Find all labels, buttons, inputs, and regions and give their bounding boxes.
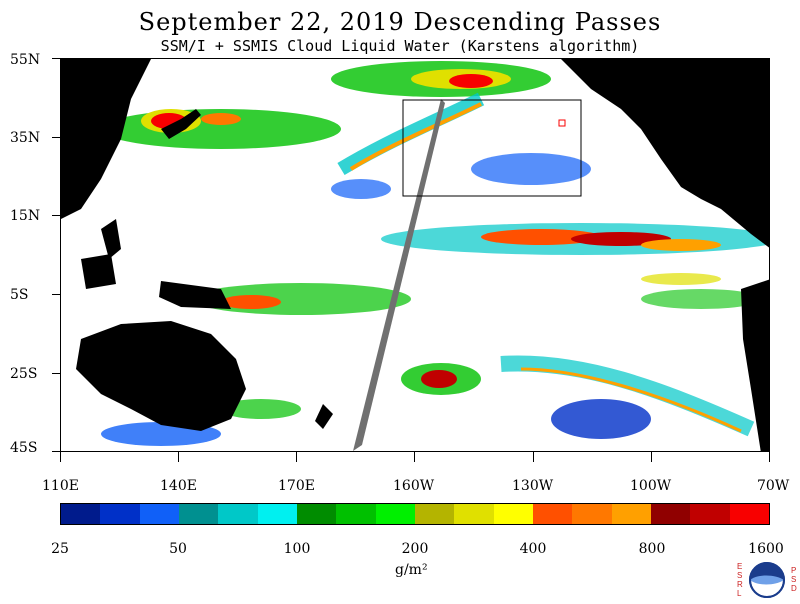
lon-label-110e: 110E	[42, 478, 79, 494]
lat-tick	[52, 137, 60, 138]
colorbar-label-400: 400	[519, 541, 547, 557]
swath-gap	[353, 99, 445, 451]
map-subtitle: SSM/I + SSMIS Cloud Liquid Water (Karste…	[160, 37, 640, 55]
colorbar-cell	[572, 504, 612, 524]
borneo	[81, 254, 116, 289]
colorbar-cell	[690, 504, 730, 524]
north-america	[561, 59, 769, 248]
lat-label-35n: 35N	[10, 130, 41, 146]
colorbar-cell	[61, 504, 101, 524]
lon-tick	[296, 452, 297, 462]
lon-label-100w: 100W	[630, 478, 672, 494]
lon-label-130w: 130W	[512, 478, 554, 494]
colorbar-label-50: 50	[169, 541, 187, 557]
lat-tick	[52, 294, 60, 295]
lat-label-55n: 55N	[10, 52, 41, 68]
colorbar-label-200: 200	[401, 541, 429, 557]
noaa-logo-icon	[749, 562, 785, 598]
lon-tick	[414, 452, 415, 462]
land-masses	[61, 59, 769, 451]
lat-tick	[52, 215, 60, 216]
colorbar-label-100: 100	[283, 541, 311, 557]
map-title: September 22, 2019 Descending Passes	[138, 8, 662, 36]
colorbar-cell	[139, 504, 179, 524]
colorbar-cell	[729, 504, 769, 524]
lat-tick	[52, 373, 60, 374]
colorbar	[60, 503, 770, 525]
colorbar-cell	[493, 504, 533, 524]
lat-label-45s: 45S	[10, 440, 38, 456]
small-red-marker	[558, 119, 566, 127]
colorbar-cell	[257, 504, 297, 524]
new-guinea	[159, 281, 231, 309]
lon-tick	[651, 452, 652, 462]
lat-tick	[52, 451, 60, 452]
cloud-liquid-water-map	[60, 58, 770, 452]
japan	[161, 109, 201, 139]
lon-label-170e: 170E	[278, 478, 315, 494]
colorbar-label-800: 800	[638, 541, 666, 557]
colorbar-cell	[218, 504, 258, 524]
new-zealand	[315, 404, 333, 429]
colorbar-cell	[414, 504, 455, 524]
colorbar-units: g/m²	[395, 562, 428, 578]
colorbar-cell	[375, 504, 415, 524]
lon-tick	[769, 452, 770, 462]
lat-label-5s: 5S	[10, 287, 29, 303]
lon-tick	[533, 452, 534, 462]
colorbar-label-25: 25	[51, 541, 69, 557]
colorbar-cell	[454, 504, 494, 524]
lon-tick	[178, 452, 179, 462]
lon-label-70w: 70W	[757, 478, 790, 494]
colorbar-label-1600: 1600	[748, 541, 784, 557]
lat-label-25s: 25S	[10, 366, 38, 382]
colorbar-cell	[532, 504, 573, 524]
lat-label-15n: 15N	[10, 208, 41, 224]
inset-box	[402, 99, 582, 197]
colorbar-cell	[650, 504, 691, 524]
philippines	[101, 219, 121, 259]
asia	[61, 59, 151, 219]
lon-label-160w: 160W	[393, 478, 435, 494]
colorbar-cell	[178, 504, 219, 524]
lon-label-140e: 140E	[160, 478, 197, 494]
colorbar-cell	[336, 504, 376, 524]
south-america	[741, 279, 769, 451]
colorbar-cell	[100, 504, 140, 524]
cloud-patterns	[101, 61, 769, 446]
colorbar-cell	[611, 504, 651, 524]
map-canvas	[61, 59, 769, 451]
lat-tick	[52, 58, 60, 59]
lon-tick	[60, 452, 61, 462]
australia	[76, 321, 246, 431]
colorbar-cell	[296, 504, 337, 524]
